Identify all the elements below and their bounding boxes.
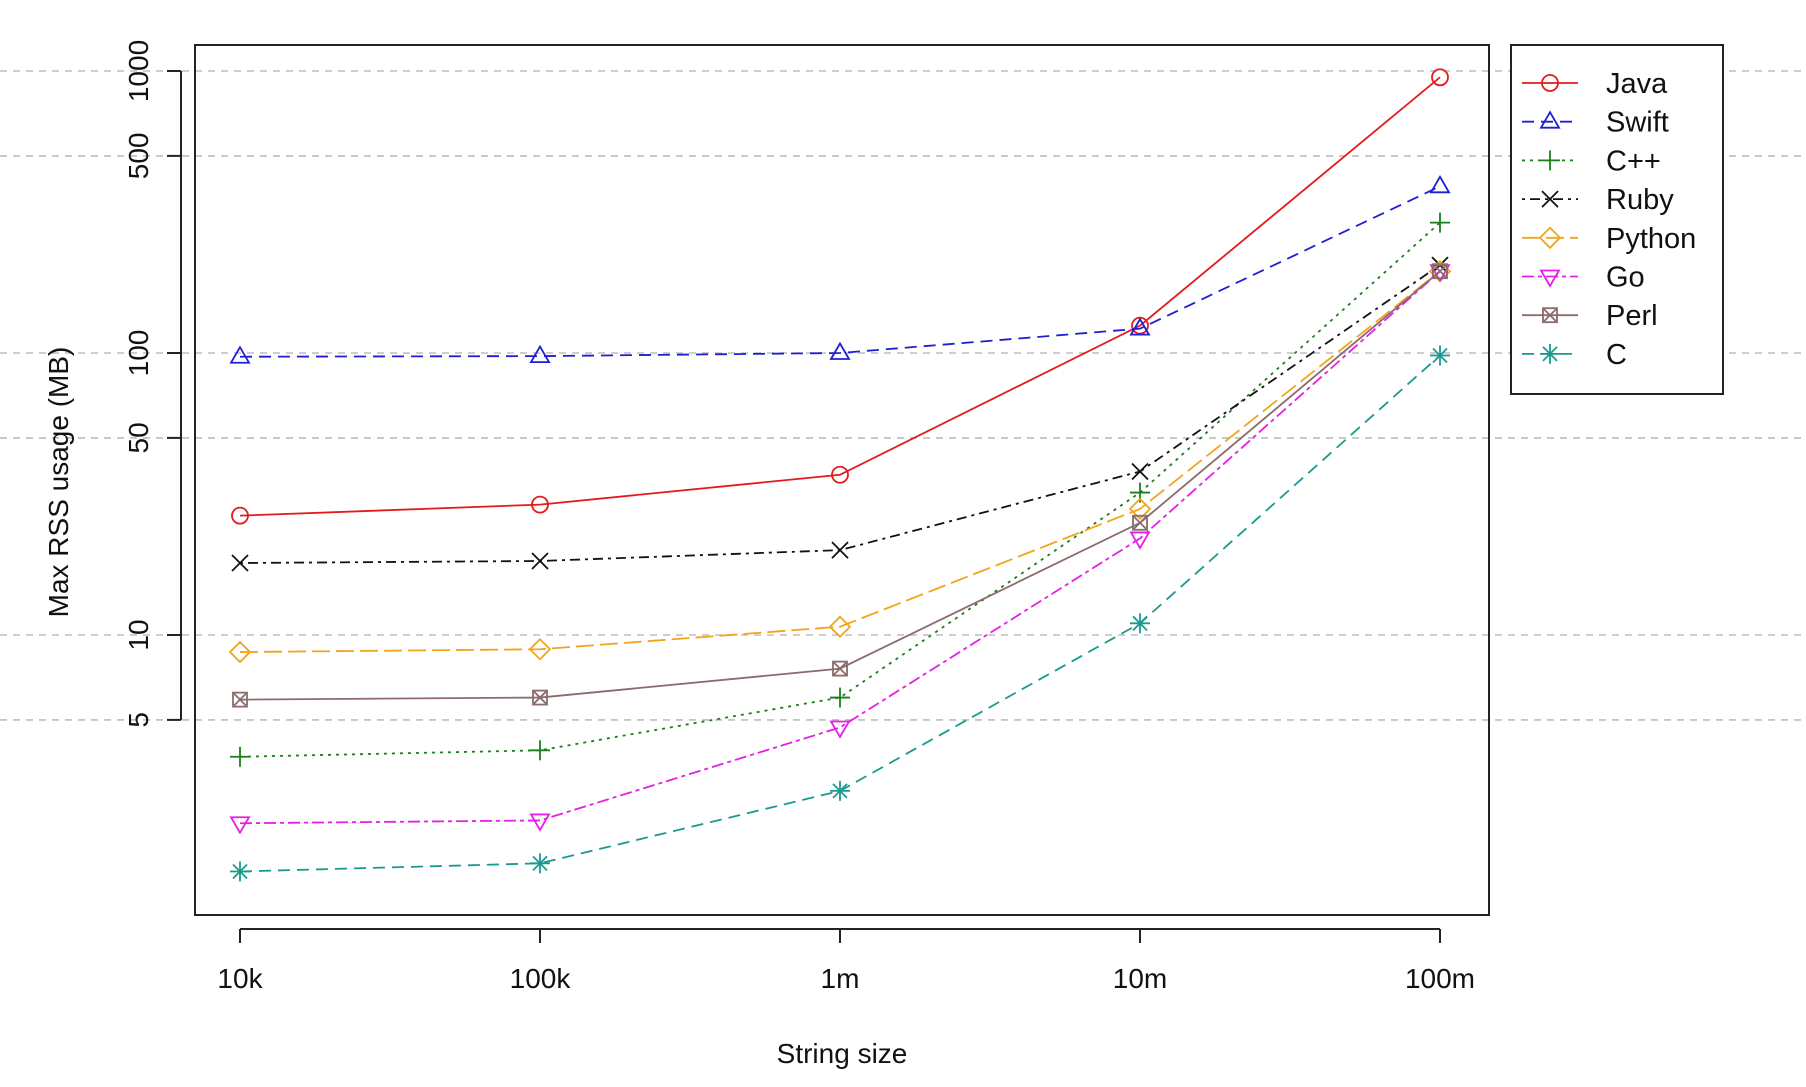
data-point-perl xyxy=(832,660,848,677)
legend-marker xyxy=(1539,269,1561,288)
series-swift xyxy=(229,175,1451,364)
data-point-c xyxy=(1430,345,1450,366)
data-point-go xyxy=(1129,531,1151,550)
plot-area-frame xyxy=(194,44,1490,916)
data-point-java xyxy=(831,465,849,484)
data-point-python xyxy=(528,637,552,661)
x-axis: 10k 100k 1m 10m 100m xyxy=(217,928,1475,994)
data-point-ruby xyxy=(531,552,549,570)
legend-marker xyxy=(1542,307,1558,324)
legend-item-perl: Perl xyxy=(1522,300,1658,332)
series-line-java xyxy=(239,76,1441,517)
y-axis: 5 10 50 100 500 1000 xyxy=(123,40,182,728)
legend-item-python: Python xyxy=(1522,223,1696,255)
data-point-python xyxy=(1128,497,1152,521)
data-point-c xyxy=(830,687,850,708)
data-point-ruby xyxy=(831,541,849,559)
x-tick-label: 100m xyxy=(1405,963,1475,994)
legend-label: Java xyxy=(1606,68,1668,100)
legend-box xyxy=(1510,44,1724,395)
data-point-c xyxy=(530,740,550,761)
series-ruby xyxy=(231,256,1449,572)
data-point-perl xyxy=(532,689,548,706)
legend-item-c: C xyxy=(1522,339,1627,371)
legend-item-go: Go xyxy=(1522,262,1645,294)
series-layer xyxy=(228,68,1452,882)
series-perl xyxy=(232,263,1448,708)
data-point-c xyxy=(230,861,250,882)
series-line-go xyxy=(239,270,1441,825)
legend-marker xyxy=(1541,190,1559,208)
series-line-python xyxy=(239,270,1441,653)
legend-label: Ruby xyxy=(1606,184,1674,216)
data-point-ruby xyxy=(231,554,249,572)
legend-marker xyxy=(1541,74,1559,92)
series-line-ruby xyxy=(239,264,1441,564)
y-tick-label: 50 xyxy=(123,422,154,453)
legend-label: C++ xyxy=(1606,145,1661,177)
legend-marker xyxy=(1540,343,1560,364)
data-point-swift xyxy=(829,341,851,360)
data-point-go xyxy=(229,816,251,835)
data-point-swift xyxy=(1429,175,1451,194)
data-point-java xyxy=(1431,68,1449,87)
data-point-python xyxy=(828,615,852,638)
gridlines xyxy=(0,70,1806,721)
x-tick-label: 1m xyxy=(821,963,860,994)
data-point-go xyxy=(529,813,551,832)
x-axis-title: String size xyxy=(777,1038,908,1069)
legend-label: Go xyxy=(1606,262,1645,294)
y-tick-label: 5 xyxy=(123,712,154,728)
legend-label: Perl xyxy=(1606,300,1658,332)
data-point-ruby xyxy=(1131,462,1149,481)
legend-item-swift: Swift xyxy=(1522,107,1669,139)
y-axis-title: Max RSS usage (MB) xyxy=(43,347,74,618)
x-tick-label: 100k xyxy=(510,963,572,994)
data-point-c xyxy=(830,780,850,801)
series-line-c xyxy=(239,221,1441,758)
data-point-perl xyxy=(1132,514,1148,531)
data-point-swift xyxy=(229,345,251,364)
data-point-java xyxy=(231,506,249,525)
legend-item-ruby: Ruby xyxy=(1522,184,1674,216)
y-tick-label: 10 xyxy=(123,619,154,650)
data-point-c xyxy=(530,853,550,874)
data-point-swift xyxy=(1129,317,1151,336)
y-tick-label: 500 xyxy=(123,133,154,180)
legend-item-c: C++ xyxy=(1522,145,1661,177)
legend-label: Swift xyxy=(1606,107,1669,139)
series-line-swift xyxy=(239,185,1441,358)
series-python xyxy=(228,259,1452,664)
series-java xyxy=(231,68,1449,525)
y-tick-label: 100 xyxy=(123,330,154,377)
data-point-swift xyxy=(529,344,551,364)
y-tick-label: 1000 xyxy=(123,40,154,102)
legend-label: Python xyxy=(1606,223,1696,255)
data-point-java xyxy=(531,495,549,514)
data-point-perl xyxy=(232,691,248,708)
x-tick-label: 10m xyxy=(1113,963,1167,994)
data-point-go xyxy=(1429,264,1451,283)
data-point-c xyxy=(1430,212,1450,233)
data-point-go xyxy=(829,720,851,739)
legend-marker xyxy=(1540,150,1560,171)
x-tick-label: 10k xyxy=(217,963,263,994)
series-go xyxy=(229,264,1451,835)
data-point-python xyxy=(228,640,252,664)
data-point-c xyxy=(1130,613,1150,634)
series-c xyxy=(230,345,1450,882)
legend-label: C xyxy=(1606,339,1627,371)
legend-marker xyxy=(1538,226,1562,250)
data-point-perl xyxy=(1432,263,1448,280)
legend: Java Swift C++ Ruby Python Go Perl C xyxy=(1510,44,1724,395)
legend-item-java: Java xyxy=(1522,68,1668,100)
data-point-c xyxy=(230,746,250,767)
series-c xyxy=(230,212,1450,767)
legend-marker xyxy=(1539,110,1561,129)
